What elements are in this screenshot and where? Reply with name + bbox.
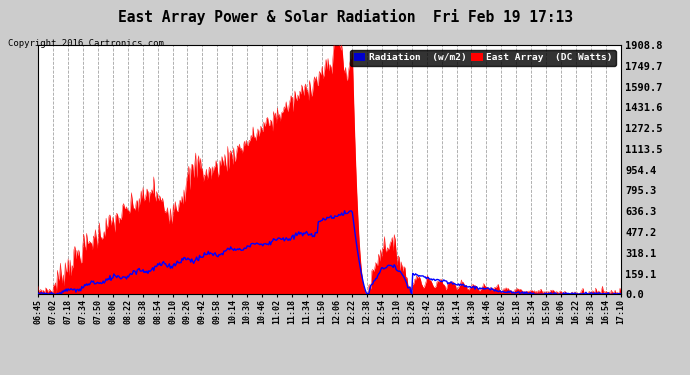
Text: Copyright 2016 Cartronics.com: Copyright 2016 Cartronics.com [8,39,164,48]
Legend: Radiation  (w/m2), East Array  (DC Watts): Radiation (w/m2), East Array (DC Watts) [351,50,616,66]
Text: East Array Power & Solar Radiation  Fri Feb 19 17:13: East Array Power & Solar Radiation Fri F… [117,9,573,26]
